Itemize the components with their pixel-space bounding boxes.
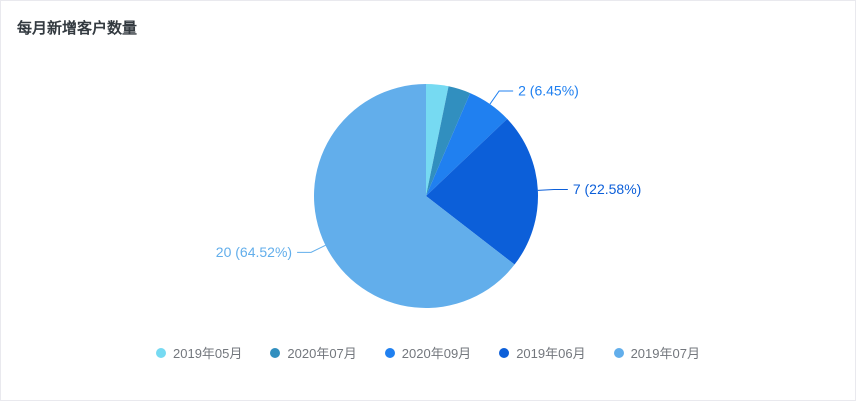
pie-slice-2020年09月[interactable] (426, 93, 508, 196)
legend-dot-icon (156, 347, 167, 358)
pie-slice-2020年07月[interactable] (426, 86, 471, 196)
pie-slice-label: 7 (22.58%) (573, 181, 641, 197)
pie-slice-2019年07月[interactable] (314, 84, 515, 308)
legend-dot-icon (613, 347, 624, 358)
pie-slice-2019年06月[interactable] (426, 118, 538, 265)
pie-label-line (297, 244, 326, 253)
legend-dot-icon (270, 347, 281, 358)
legend-label: 2019年07月 (630, 346, 700, 361)
legend-item-5[interactable]: 2019年07月 (613, 343, 700, 362)
chart-legend: 2019年05月 2020年07月 2020年09月 2019年06月 2019年07月 (1, 343, 855, 362)
pie-slice-2019年05月[interactable] (426, 84, 449, 196)
legend-dot-icon (499, 347, 510, 358)
legend-item-3[interactable]: 2020年09月 (384, 343, 472, 362)
legend-label: 2020年07月 (287, 346, 357, 361)
pie-label-line (489, 90, 514, 105)
pie-label-line (537, 189, 568, 191)
legend-label: 2019年06月 (516, 346, 586, 361)
legend-label: 2020年09月 (401, 346, 472, 361)
pie-slice-label: 20 (64.52%) (216, 244, 292, 260)
legend-label: 2019年05月 (173, 346, 243, 361)
legend-item-4[interactable]: 2019年06月 (499, 343, 586, 362)
legend-item-2[interactable]: 2020年07月 (270, 343, 357, 362)
legend-item-1[interactable]: 2019年05月 (156, 343, 242, 362)
legend-dot-icon (384, 347, 395, 358)
pie-slice-label: 2 (6.45%) (518, 82, 579, 98)
chart-title: 每月新增客户数量 (17, 20, 138, 37)
pie-chart: 2 (6.45%) 7 (22.58%) 20 (64.52%) (216, 82, 641, 308)
